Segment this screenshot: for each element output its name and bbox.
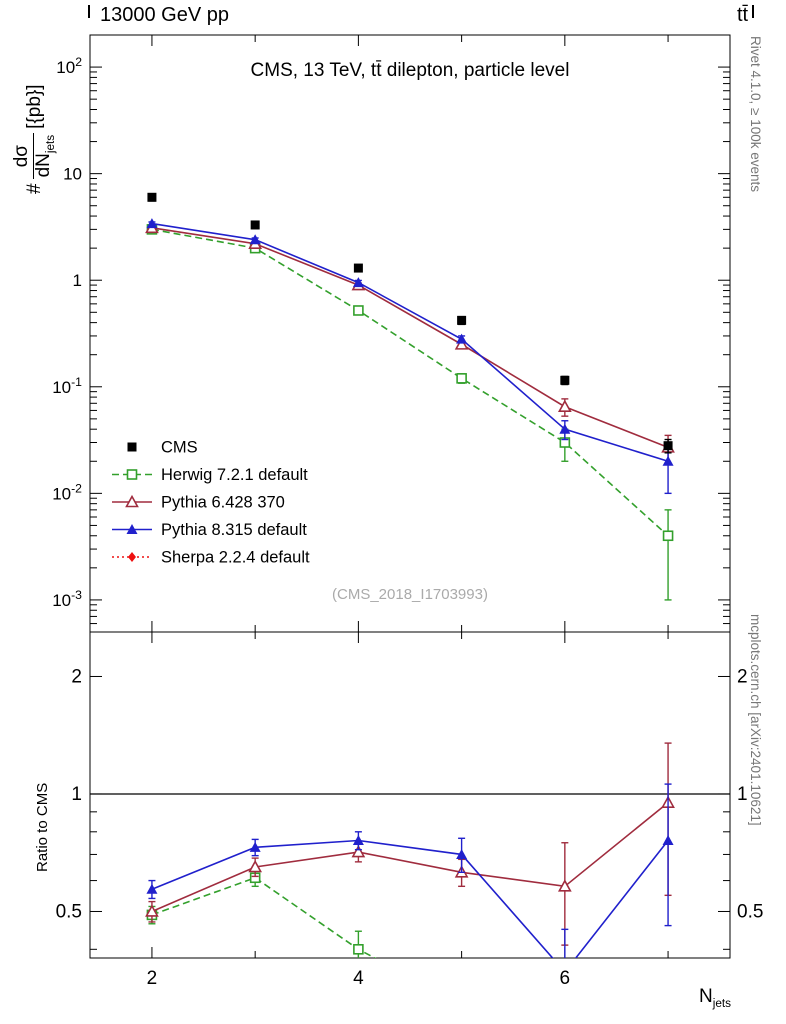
svg-text:10-1: 10-1 [52,375,82,397]
y-axis-label: # dσ dNjets [{pb}] [11,84,58,194]
svg-text:Pythia 8.315 default: Pythia 8.315 default [161,521,307,539]
svg-text:Pythia 6.428 370: Pythia 6.428 370 [161,494,285,512]
svg-text:102: 102 [56,55,82,77]
process-title: tt̄ [737,4,749,26]
main-y-axis-ticks: 102 10 1 10-1 10-2 10-3 [52,55,730,625]
svg-text:2: 2 [147,968,158,989]
svg-text:1: 1 [737,784,748,805]
y-axis-label-numerator: dσ [11,144,32,168]
main-series-pythia-8-315-default [146,218,674,495]
svg-text:10-2: 10-2 [52,481,82,503]
svg-text:Sherpa 2.2.4 default: Sherpa 2.2.4 default [161,549,310,567]
svg-text:1: 1 [73,271,82,290]
rivet-version-label: Rivet 4.1.0, ≥ 100k events [748,36,763,192]
svg-text:2: 2 [737,666,748,687]
beam-energy-title: 13000 GeV pp [100,4,229,26]
ratio-y-axis-ticks: 2 2 1 1 0.5 0.5 [56,666,763,950]
y-axis-label-fraction: dσ dNjets [11,132,58,180]
header-tick-right [752,5,754,18]
ratio-series-pythia-6-428-370 [145,742,675,946]
x-axis-label: Njets [699,986,732,1010]
legend-item-cms: CMS [127,439,198,457]
svg-text:0.5: 0.5 [737,901,763,922]
legend-item-pythia-6-428-370: Pythia 6.428 370 [112,494,285,512]
main-series-cms [147,192,673,454]
legend-item-sherpa-2-2-4-default: Sherpa 2.2.4 default [112,549,310,567]
analysis-id-watermark: (CMS_2018_I1703993) [332,586,488,603]
svg-text:4: 4 [353,968,364,989]
mcplots-reference-label: mcplots.cern.ch [arXiv:2401.10621] [748,614,763,826]
y-axis-label-denominator: dNjets [32,132,58,180]
svg-text:1: 1 [71,784,82,805]
svg-text:CMS: CMS [161,439,198,457]
svg-text:10: 10 [63,165,82,184]
panel-frames [89,34,731,959]
legend: CMS Herwig 7.2.1 default Pythia 6.428 370 P… [112,439,310,567]
y-axis-label-prefix: # [23,183,45,194]
legend-item-pythia-8-315-default: Pythia 8.315 default [112,521,307,539]
ratio-axis-label: Ratio to CMS [34,782,51,872]
header-tick-left [88,5,90,18]
main-series-herwig-7-2-1-default [146,224,674,601]
svg-text:6: 6 [560,968,571,989]
ratio-series-herwig-7-2-1-default [146,868,377,958]
legend-item-herwig-7-2-1-default: Herwig 7.2.1 default [112,466,308,484]
x-axis-tick-labels: 2 4 6 [147,968,570,989]
y-axis-label-units: [{pb}] [23,84,45,129]
svg-text:Herwig 7.2.1 default: Herwig 7.2.1 default [161,466,308,484]
svg-text:10-3: 10-3 [52,588,82,610]
plot-title: CMS, 13 TeV, tt̄ dilepton, particle leve… [250,60,570,81]
main-series-pythia-6-428-370 [145,220,675,465]
ratio-series-pythia-8-315-default [146,783,674,958]
svg-text:2: 2 [71,666,82,687]
svg-text:0.5: 0.5 [56,901,82,922]
